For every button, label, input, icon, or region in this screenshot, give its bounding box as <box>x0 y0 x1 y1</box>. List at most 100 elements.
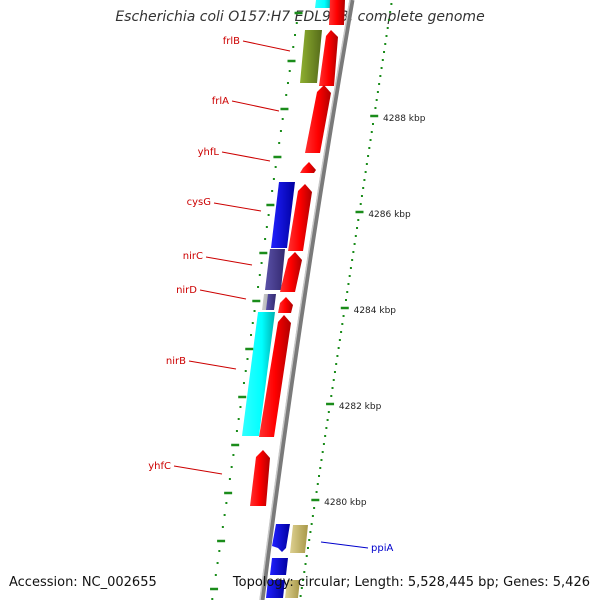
inner-minor-tick <box>258 274 261 276</box>
minor-tick <box>308 539 311 541</box>
tick-label: 4286 kbp <box>368 210 411 220</box>
kbp-tick-labels: 4288 kbp 4286 kbp 4284 kbp 4282 kbp 4280 kbp <box>324 114 426 508</box>
inner-minor-tick <box>216 562 219 564</box>
minor-tick <box>359 203 362 205</box>
gene-label[interactable]: yhfL <box>198 147 220 158</box>
tick-label: 4284 kbp <box>354 306 397 316</box>
minor-tick <box>353 243 356 245</box>
gene-arrow-nirB <box>259 315 291 437</box>
minor-tick <box>320 459 323 461</box>
minor-tick <box>389 11 392 13</box>
gene-label[interactable]: yhfC <box>148 461 171 472</box>
gene-label-leader <box>221 151 271 162</box>
genome-backbone <box>259 0 355 600</box>
inner-minor-tick <box>274 166 277 168</box>
minor-tick <box>347 283 350 285</box>
minor-tick <box>362 187 365 189</box>
minor-tick <box>357 219 360 221</box>
minor-tick <box>352 251 355 253</box>
minor-tick <box>364 171 367 173</box>
minor-tick <box>378 83 381 85</box>
gene-arrow-yhfC <box>250 450 270 506</box>
minor-tick <box>303 571 306 573</box>
gene-label-leader <box>213 202 262 212</box>
minor-tick <box>384 43 387 45</box>
minor-tick <box>338 339 341 341</box>
gene-arrow-frlA <box>305 85 331 153</box>
gene-label[interactable]: cysG <box>187 197 211 208</box>
minor-tick <box>306 547 309 549</box>
minor-tick-marks <box>210 11 303 600</box>
minor-tick <box>374 107 377 109</box>
minor-tick <box>356 227 359 229</box>
minor-tick <box>342 315 345 317</box>
topology-text: Topology: circular; Length: 5,528,445 bp… <box>232 575 590 590</box>
gene-label[interactable]: ppiA <box>371 543 393 554</box>
cog-block-cyan-top <box>315 0 331 8</box>
gene-arrow-frlB <box>319 30 338 86</box>
inner-minor-tick <box>295 22 298 24</box>
minor-tick <box>371 123 374 125</box>
cog-block-cysG <box>271 182 295 248</box>
minor-tick <box>381 59 384 61</box>
minor-tick <box>316 483 319 485</box>
inner-minor-tick <box>271 190 274 192</box>
inner-minor-tick <box>232 454 235 456</box>
inner-minor-tick <box>244 370 247 372</box>
genome-backbone-highlight <box>259 0 351 600</box>
gene-label-leader <box>188 360 237 370</box>
minor-tick <box>302 579 305 581</box>
minor-tick <box>360 195 363 197</box>
minor-tick <box>351 259 354 261</box>
tick-label: 4282 kbp <box>339 402 382 412</box>
cog-block-nirD-slate <box>266 294 276 310</box>
gene-label[interactable]: nirD <box>176 285 197 296</box>
gene-label[interactable]: nirC <box>183 251 203 262</box>
minor-tick <box>368 147 371 149</box>
inner-minor-tick <box>267 214 270 216</box>
inner-minor-tick <box>218 550 221 552</box>
minor-tick <box>379 75 382 77</box>
inner-minor-tick <box>286 82 289 84</box>
minor-tick <box>336 355 339 357</box>
gene-label-leader <box>199 289 247 300</box>
minor-tick <box>313 507 316 509</box>
gene-label-leader <box>173 465 223 475</box>
minor-tick <box>331 387 334 389</box>
inner-minor-tick <box>230 466 233 468</box>
minor-tick <box>376 91 379 93</box>
minor-tick <box>300 587 303 589</box>
inner-minor-tick <box>250 334 253 336</box>
minor-tick <box>337 347 340 349</box>
tick-label: 4288 kbp <box>383 114 426 124</box>
inner-minor-tick <box>279 130 282 132</box>
gene-label-leader <box>205 256 253 266</box>
minor-tick <box>324 435 327 437</box>
minor-tick <box>326 419 329 421</box>
minor-tick <box>311 515 314 517</box>
minor-tick <box>304 563 307 565</box>
minor-tick <box>369 139 372 141</box>
minor-tick <box>348 275 351 277</box>
gene-label[interactable]: frlA <box>212 96 229 107</box>
minor-tick <box>385 35 388 37</box>
minor-tick <box>319 467 322 469</box>
inner-minor-tick <box>211 598 214 600</box>
minor-tick <box>380 67 383 69</box>
inner-minor-tick <box>221 526 224 528</box>
minor-tick <box>330 395 333 397</box>
inner-minor-tick <box>285 94 288 96</box>
gene-label[interactable]: nirB <box>166 356 186 367</box>
gene-label[interactable]: frlB <box>223 36 240 47</box>
minor-tick <box>315 491 318 493</box>
minor-tick <box>341 323 344 325</box>
cog-block-khaki-bottom <box>285 580 300 598</box>
minor-tick <box>310 523 313 525</box>
tick-label: 4280 kbp <box>324 498 367 508</box>
cog-block-blue-bottom <box>272 524 290 552</box>
minor-tick <box>340 331 343 333</box>
cog-block-blue-bottom-3 <box>266 580 285 598</box>
inner-minor-tick <box>288 70 291 72</box>
inner-minor-tick <box>257 286 260 288</box>
